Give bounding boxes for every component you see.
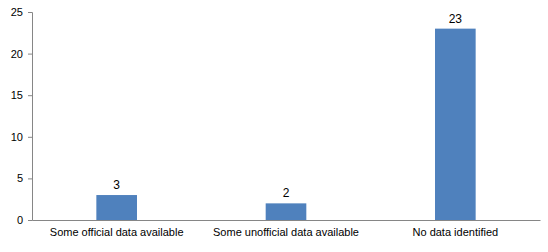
y-tick-label: 20 [11, 48, 23, 60]
x-tick: No data identified [413, 226, 499, 238]
data-label: 3 [113, 178, 120, 192]
y-axis: 0 5 10 15 20 25 [11, 6, 33, 226]
data-labels: 3 2 23 [113, 12, 462, 201]
y-tick-mark [28, 95, 32, 96]
x-tick: Some official data available [50, 226, 184, 238]
plot: 0510152025Some official data availableSo… [11, 6, 541, 238]
bar [435, 29, 476, 220]
y-tick-label: 5 [17, 172, 23, 184]
chart: 0510152025Some official data availableSo… [0, 0, 548, 252]
y-tick-label: 25 [11, 6, 23, 18]
y-axis-line [28, 13, 33, 221]
bar [266, 203, 307, 220]
data-label: 2 [283, 186, 290, 200]
y-tick-mark [28, 137, 32, 138]
y-tick-label: 10 [11, 131, 23, 143]
data-label: 23 [449, 12, 463, 26]
y-tick: 0 [17, 214, 32, 226]
y-tick-label: 0 [17, 214, 23, 226]
y-tick: 15 [11, 89, 32, 101]
y-tick-label: 15 [11, 89, 23, 101]
y-tick: 25 [11, 6, 32, 18]
y-tick: 20 [11, 48, 32, 60]
x-tick-label: No data identified [413, 226, 499, 238]
y-tick-mark [28, 54, 32, 55]
y-tick-mark [28, 220, 32, 221]
y-tick-mark [28, 178, 32, 179]
y-tick: 10 [11, 131, 32, 143]
bar [96, 195, 137, 220]
y-tick: 5 [17, 172, 32, 184]
x-tick-label: Some official data available [50, 226, 184, 238]
x-tick-label: Some unofficial data available [213, 226, 359, 238]
x-axis: Some official data available Some unoffic… [33, 221, 541, 238]
x-axis-line [33, 220, 541, 221]
y-tick-mark [28, 12, 32, 13]
x-tick: Some unofficial data available [213, 226, 359, 238]
bars [96, 29, 475, 220]
